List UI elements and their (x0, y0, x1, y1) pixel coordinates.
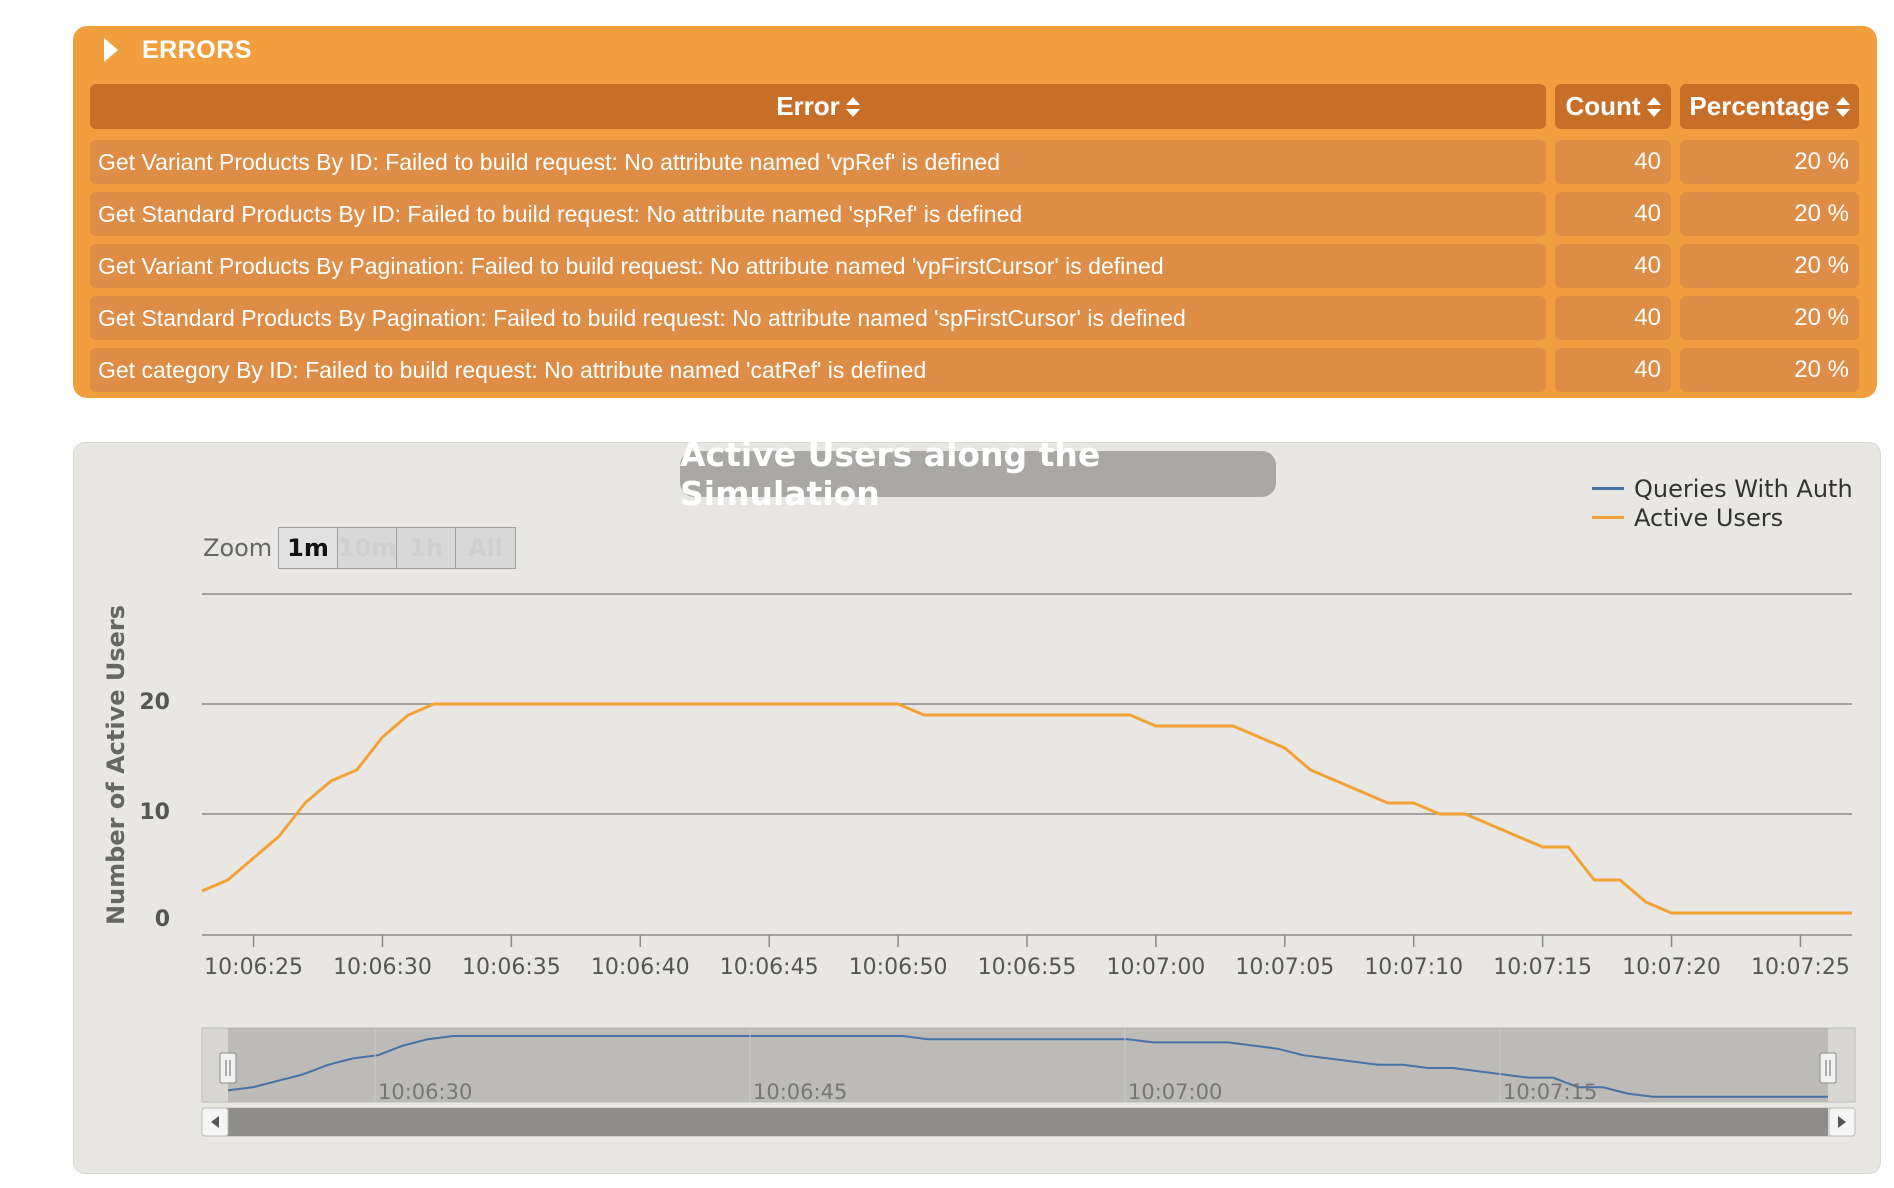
error-cell-message: Get Variant Products By Pagination: Fail… (90, 244, 1546, 288)
error-cell-message: Get category By ID: Failed to build requ… (90, 348, 1546, 392)
zoom-all-button[interactable]: All (456, 528, 515, 568)
error-cell-message: Get Standard Products By ID: Failed to b… (90, 192, 1546, 236)
errors-title: ERRORS (142, 35, 252, 64)
error-cell-percentage: 20 % (1680, 348, 1859, 392)
column-header-error[interactable]: Error (90, 84, 1546, 129)
legend-label: Queries With Auth (1634, 474, 1853, 503)
sort-icon[interactable] (1646, 96, 1661, 117)
error-cell-message: Get Standard Products By Pagination: Fai… (90, 296, 1546, 340)
error-cell-count: 40 (1555, 296, 1671, 340)
legend-item-queries-with-auth[interactable]: Queries With Auth (1592, 474, 1853, 503)
legend-line-icon (1592, 487, 1624, 490)
error-cell-count: 40 (1555, 244, 1671, 288)
zoom-1h-button[interactable]: 1h (397, 528, 456, 568)
error-cell-count: 40 (1555, 348, 1671, 392)
legend-item-active-users[interactable]: Active Users (1592, 503, 1853, 532)
error-cell-count: 40 (1555, 140, 1671, 184)
column-header-count-label: Count (1565, 91, 1641, 121)
error-cell-count: 40 (1555, 192, 1671, 236)
column-header-percentage[interactable]: Percentage (1680, 84, 1859, 129)
column-header-count[interactable]: Count (1555, 84, 1671, 129)
column-header-percentage-label: Percentage (1689, 91, 1830, 121)
error-cell-percentage: 20 % (1680, 140, 1859, 184)
error-cell-percentage: 20 % (1680, 244, 1859, 288)
error-cell-percentage: 20 % (1680, 192, 1859, 236)
zoom-1m-button[interactable]: 1m (279, 528, 338, 568)
chart-title: Active Users along the Simulation (680, 435, 1276, 513)
expand-triangle-icon[interactable] (104, 38, 118, 62)
chart-legend: Queries With Auth Active Users (1592, 474, 1853, 532)
sort-icon[interactable] (845, 96, 860, 117)
legend-line-icon (1592, 516, 1624, 519)
errors-header[interactable]: ERRORS (104, 32, 252, 68)
zoom-button-group: 1m 10m 1h All (278, 527, 516, 569)
zoom-label: Zoom (203, 534, 273, 562)
column-header-error-label: Error (776, 91, 840, 121)
sort-icon[interactable] (1835, 96, 1850, 117)
legend-label: Active Users (1634, 503, 1784, 532)
zoom-10m-button[interactable]: 10m (338, 528, 397, 568)
error-cell-percentage: 20 % (1680, 296, 1859, 340)
error-cell-message: Get Variant Products By ID: Failed to bu… (90, 140, 1546, 184)
